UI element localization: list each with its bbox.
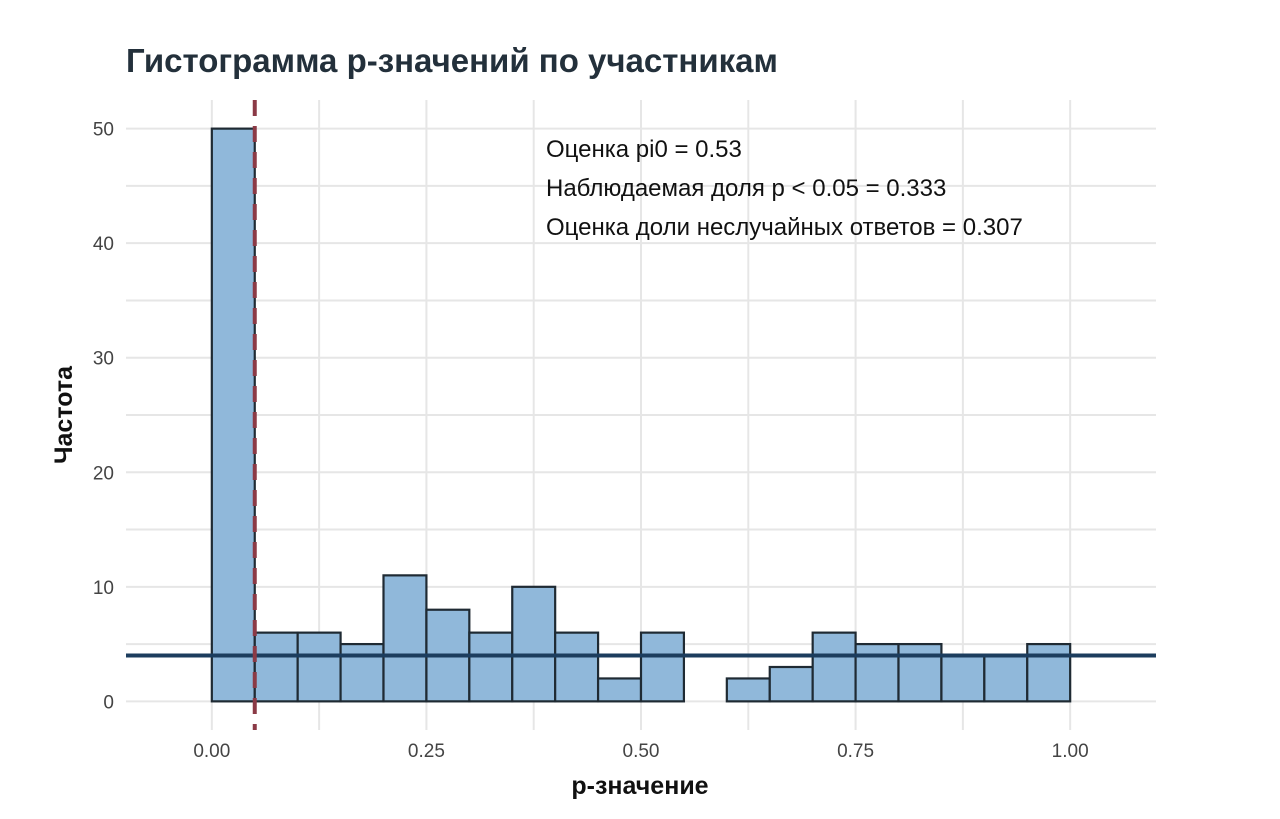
y-tick-label: 10: [93, 578, 114, 599]
x-axis-title: p-значение: [571, 772, 708, 800]
histogram-bar: [725, 677, 771, 703]
y-tick-label: 30: [93, 349, 114, 370]
x-axis-ticks: 0.00 0.25 0.50 0.75 1.00: [193, 741, 1088, 762]
histogram-bars: [210, 127, 1072, 703]
histogram-bar: [811, 631, 857, 703]
annotations: Оценка pi0 = 0.53 Наблюдаемая доля p < 0.…: [546, 136, 1023, 241]
y-tick-label: 20: [93, 463, 114, 484]
y-tick-label: 0: [103, 692, 114, 713]
histogram-bar: [511, 585, 557, 703]
x-tick-label: 0.50: [623, 741, 660, 762]
annotation-line: Оценка доли неслучайных ответов = 0.307: [546, 214, 1023, 241]
histogram-bar: [639, 631, 686, 703]
histogram-bar: [210, 127, 256, 703]
histogram-bar: [554, 631, 600, 703]
histogram-bar: [1026, 642, 1072, 703]
histogram-bar: [854, 642, 900, 703]
y-axis-title: Частота: [50, 365, 78, 464]
histogram-bar: [940, 654, 986, 703]
histogram-bar: [596, 677, 643, 703]
x-tick-label: 0.75: [837, 741, 874, 762]
x-tick-label: 0.25: [408, 741, 445, 762]
x-tick-label: 1.00: [1052, 741, 1089, 762]
histogram-bar: [897, 642, 943, 703]
chart-title: Гистограмма p-значений по участникам: [126, 42, 778, 79]
histogram-bar: [768, 665, 814, 703]
histogram-bar: [468, 631, 514, 703]
y-tick-label: 50: [93, 120, 114, 141]
histogram-bar: [382, 574, 428, 703]
x-tick-label: 0.00: [193, 741, 230, 762]
histogram-bar: [339, 642, 385, 703]
histogram-bar: [296, 631, 342, 703]
annotation-line: Оценка pi0 = 0.53: [546, 136, 742, 163]
histogram-bar: [983, 654, 1029, 703]
histogram-bar: [253, 631, 299, 703]
y-tick-label: 40: [93, 234, 114, 255]
annotation-line: Наблюдаемая доля p < 0.05 = 0.333: [546, 175, 946, 202]
reference-lines: [126, 100, 1156, 730]
y-axis-ticks: 0 10 20 30 40 50: [93, 120, 114, 714]
